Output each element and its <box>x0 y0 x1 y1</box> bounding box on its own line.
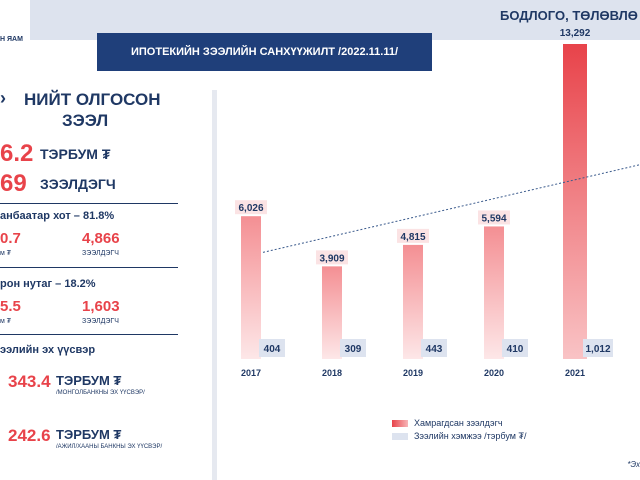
source2-caption: /АЖИЛ/ХААНЫ БАНКНЫ ЭХ ҮҮСВЭР/ <box>56 444 163 450</box>
ub-amount-caption: м ₮ <box>0 250 12 257</box>
data-label-bg <box>397 228 429 243</box>
borrowers-value: 69 <box>0 170 27 197</box>
data-label-borrowers: 5,594 <box>481 213 506 224</box>
rural-title: рон нутаг – 18.2% <box>0 278 96 290</box>
source1-value: 343.4 <box>8 372 51 391</box>
legend-item-loan-amount: Зээлийн хэмжээ /тэрбум ₮/ <box>392 431 526 441</box>
ub-borrowers-caption: ЗЭЭЛДЭГЧ <box>82 250 119 257</box>
ub-borrowers: 4,866 <box>82 230 120 247</box>
bar-loan-amount-2018 <box>340 339 366 357</box>
source1-unit: ТЭРБУМ ₮ <box>56 373 122 388</box>
panel-divider <box>212 90 217 480</box>
data-label-loan-amount: 309 <box>345 344 362 355</box>
ub-title: анбаатар хот – 81.8% <box>0 210 115 222</box>
total-value: 6.2 <box>0 140 34 167</box>
subtitle-text: ИПОТЕКИЙН ЗЭЭЛИЙН САНХҮҮЖИЛТ /2022.11.11… <box>130 46 399 58</box>
data-label-bg <box>235 200 267 215</box>
data-label-bg <box>316 250 348 265</box>
bar-loan-amount-2020 <box>502 339 528 357</box>
rural-borrowers: 1,603 <box>82 298 120 315</box>
heading-line1: НИЙТ ОЛГОСОН <box>24 90 161 109</box>
bar-borrowers-2020 <box>484 226 504 359</box>
chart: 404 6,026 309 3,909 443 4,815 410 5,594 1,012 13,… <box>235 28 640 378</box>
data-label-loan-amount: 443 <box>426 344 443 355</box>
legend-item-borrowers: Хамрагдсан зээлдэгч <box>392 418 503 428</box>
data-label-bg <box>478 210 510 225</box>
bar-loan-amount-2019 <box>421 339 447 357</box>
bar-borrowers-2018 <box>322 266 342 359</box>
heading-bullet: › <box>0 88 6 108</box>
x-tick-label: 2019 <box>403 368 423 378</box>
bar-borrowers-2017 <box>241 216 261 359</box>
divider <box>0 267 178 268</box>
legend-swatch <box>392 419 408 427</box>
x-tick-label: 2017 <box>241 368 261 378</box>
source2-value: 242.6 <box>8 426 51 445</box>
sources-title: ээлийн эх үүсвэр <box>0 344 96 356</box>
source2-unit: ТЭРБУМ ₮ <box>56 427 122 442</box>
bar-borrowers-2021 <box>563 44 587 359</box>
rural-borrowers-caption: ЗЭЭЛДЭГЧ <box>82 318 119 325</box>
data-label-loan-amount: 410 <box>507 344 524 355</box>
data-label-loan-amount: 1,012 <box>585 344 610 355</box>
subtitle-box: ИПОТЕКИЙН ЗЭЭЛИЙН САНХҮҮЖИЛТ /2022.11.11… <box>97 33 432 71</box>
banner-title: БОДЛОГО, ТӨЛӨВЛӨ <box>500 8 638 23</box>
rural-amount-caption: м ₮ <box>0 318 12 325</box>
legend-swatch <box>392 432 408 440</box>
bar-loan-amount-2021 <box>583 339 613 357</box>
legend-label: Зээлийн хэмжээ /тэрбум ₮/ <box>414 431 527 441</box>
divider <box>0 334 178 335</box>
bar-loan-amount-2017 <box>259 339 285 357</box>
total-unit: ТЭРБУМ ₮ <box>40 146 111 162</box>
bar-borrowers-2019 <box>403 244 423 359</box>
data-label-borrowers: 4,815 <box>400 232 425 243</box>
data-label-loan-amount: 404 <box>264 344 281 355</box>
data-label-borrowers: 3,909 <box>319 253 344 264</box>
ministry-name: Н ЯАМ <box>0 36 23 43</box>
x-tick-label: 2021 <box>565 368 585 378</box>
divider <box>0 203 178 204</box>
trendline <box>262 164 640 253</box>
ub-amount: 0.7 <box>0 230 21 247</box>
borrowers-unit: ЗЭЭЛДЭГЧ <box>40 176 116 192</box>
source1-caption: /МОНГОЛБАНКНЫ ЭХ ҮҮСВЭР/ <box>56 390 145 396</box>
rural-amount: 5.5 <box>0 298 21 315</box>
data-label-borrowers: 13,292 <box>560 28 591 39</box>
heading-line2: ЗЭЭЛ <box>62 111 109 130</box>
data-label-borrowers: 6,026 <box>238 203 263 214</box>
x-tick-label: 2020 <box>484 368 504 378</box>
x-tick-label: 2018 <box>322 368 342 378</box>
legend-label: Хамрагдсан зээлдэгч <box>414 418 503 428</box>
footnote: *Эх <box>627 460 640 469</box>
